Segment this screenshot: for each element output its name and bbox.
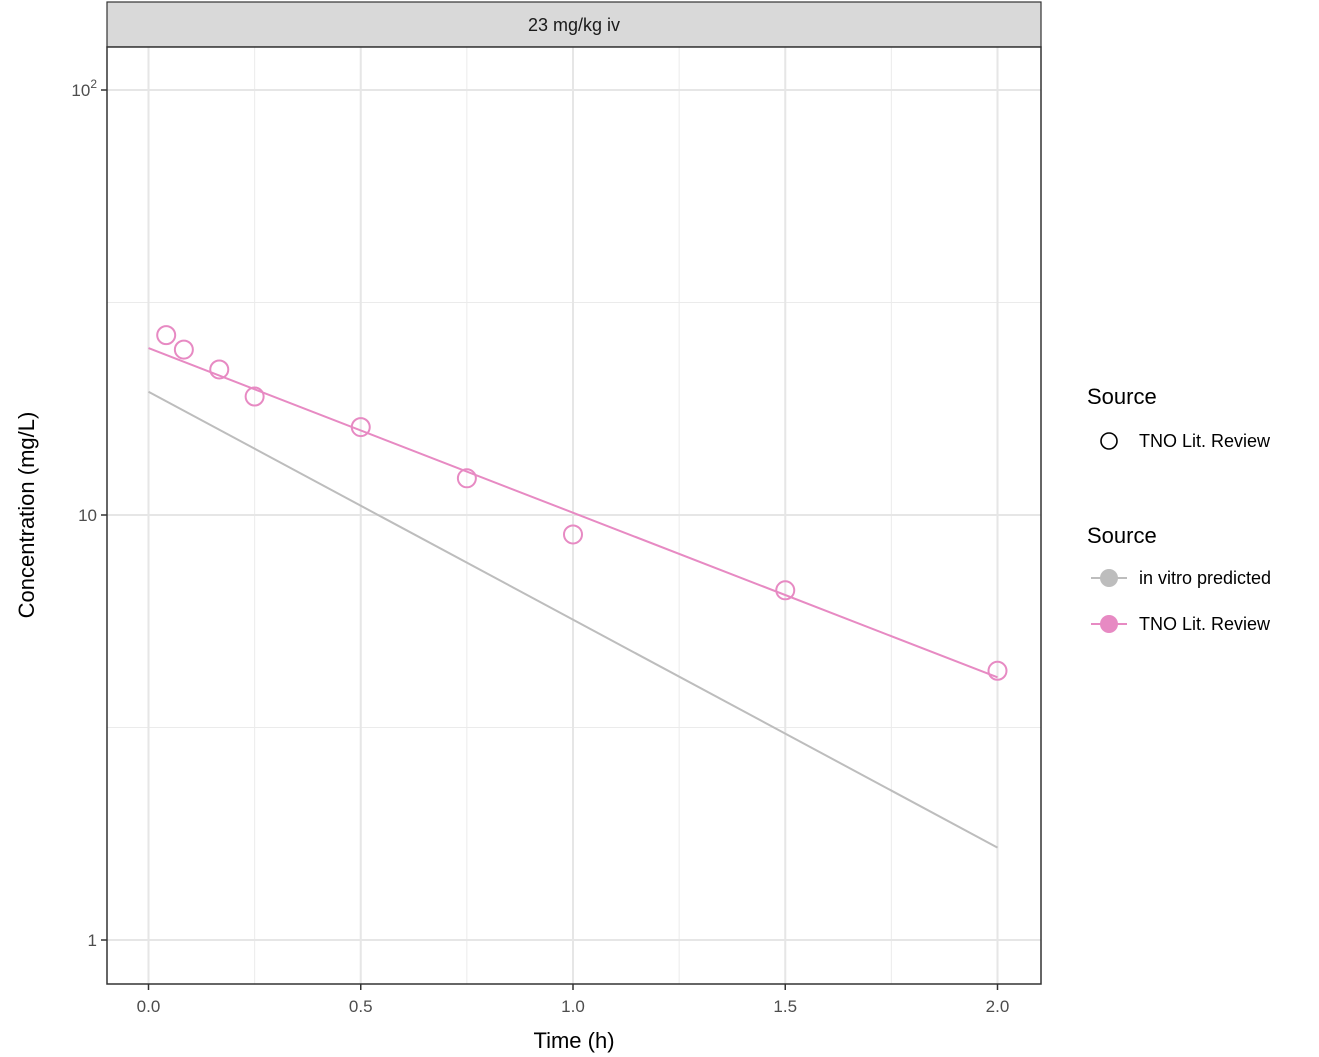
data-point-7 bbox=[775, 580, 796, 601]
facet-strip-background bbox=[106, 1, 1042, 48]
data-point-2 bbox=[209, 359, 230, 380]
x-tick-label-0: 0.0 bbox=[137, 997, 161, 1016]
x-axis: 0.0 0.5 1.0 1.5 2.0 bbox=[137, 984, 1010, 1016]
y-tick-label-2: 102 bbox=[71, 77, 97, 100]
data-point-8 bbox=[987, 660, 1008, 681]
grid-layer bbox=[107, 47, 1041, 984]
x-axis-title: Time (h) bbox=[533, 1028, 614, 1053]
data-point-4 bbox=[350, 417, 371, 438]
data-point-1 bbox=[173, 339, 194, 360]
legend: Source TNO Lit. Review Source in vitro pred… bbox=[1087, 384, 1271, 634]
data-point-5 bbox=[456, 468, 477, 489]
legend-label-shape-0: TNO Lit. Review bbox=[1139, 431, 1271, 451]
data-point-3 bbox=[244, 386, 265, 407]
facet-strip: 23 mg/kg iv bbox=[106, 1, 1042, 48]
x-tick-label-3: 1.5 bbox=[773, 997, 797, 1016]
series-line-in-vitro-predicted bbox=[148, 390, 998, 849]
legend-key-dot-1 bbox=[1100, 615, 1118, 633]
series-line-tno-lit-review bbox=[148, 347, 998, 679]
legend-label-colour-1: TNO Lit. Review bbox=[1139, 614, 1271, 634]
x-tick-label-1: 0.5 bbox=[349, 997, 373, 1016]
series-points bbox=[156, 325, 1008, 681]
y-axis-title: Concentration (mg/L) bbox=[14, 412, 39, 619]
data-point-6 bbox=[563, 524, 583, 545]
legend-label-colour-0: in vitro predicted bbox=[1139, 568, 1271, 588]
y-tick-label-1: 10 bbox=[78, 506, 97, 525]
y-tick-label-0: 1 bbox=[88, 931, 97, 950]
facet-strip-label: 23 mg/kg iv bbox=[528, 15, 620, 35]
x-tick-label-2: 1.0 bbox=[561, 997, 585, 1016]
data-point-0 bbox=[156, 325, 177, 346]
legend-key-dot-0 bbox=[1100, 569, 1118, 587]
legend-key-shape-0 bbox=[1100, 432, 1118, 450]
legend-title-shape: Source bbox=[1087, 384, 1157, 409]
series-lines bbox=[148, 347, 998, 849]
y-axis: 1 10 102 bbox=[71, 77, 107, 950]
legend-title-colour: Source bbox=[1087, 523, 1157, 548]
x-tick-label-4: 2.0 bbox=[986, 997, 1010, 1016]
